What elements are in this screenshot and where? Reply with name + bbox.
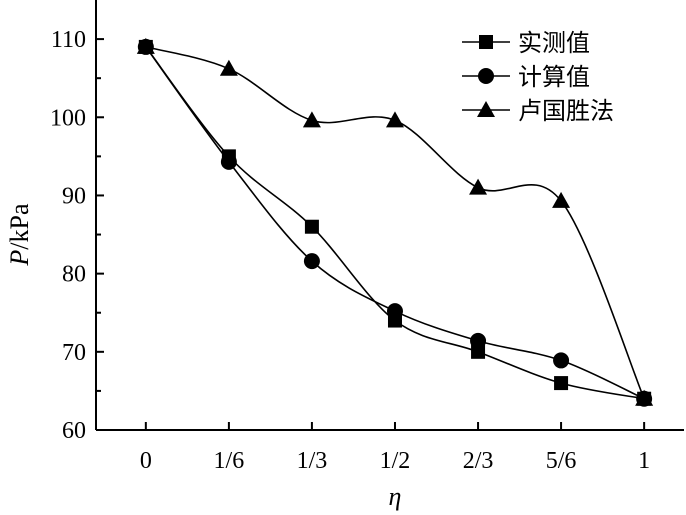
axes (95, 0, 684, 431)
triangle-marker (635, 389, 654, 406)
x-tick-label: 1/2 (380, 448, 411, 474)
y-tick-label: 90 (62, 183, 86, 209)
circle-marker (386, 303, 403, 320)
square-marker (471, 344, 486, 359)
ticks: 60 70 80 90 100 110 0 1/6 1/3 1/2 2/3 5/6 1 (50, 27, 650, 474)
x-tick-label: 2/3 (463, 448, 494, 474)
legend-entry: 卢国胜法 (462, 97, 614, 125)
legend-entry: 实测值 (462, 29, 590, 57)
square-marker (304, 219, 319, 234)
series-triangle (136, 37, 654, 406)
legend-label: 卢国胜法 (518, 97, 614, 125)
triangle-marker (385, 111, 404, 128)
square-marker (554, 376, 569, 391)
x-tick-label: 1 (638, 448, 650, 474)
y-axis-title-unit: /kPa (5, 203, 34, 250)
x-axis-title: η (389, 482, 402, 511)
circle-marker (553, 352, 570, 369)
x-tick-label: 5/6 (546, 448, 577, 474)
circle-marker (470, 332, 487, 349)
y-tick-label: 60 (62, 418, 86, 444)
circle-marker (303, 253, 320, 270)
legend-label: 实测值 (518, 29, 590, 57)
triangle-marker (219, 59, 238, 76)
legend-label: 计算值 (518, 63, 590, 91)
triangle-marker (302, 111, 321, 128)
legend-square-marker (479, 35, 493, 49)
legend-entry: 计算值 (462, 63, 590, 91)
y-tick-label: 80 (62, 262, 86, 288)
series-group (136, 37, 654, 407)
circle-marker (220, 153, 237, 170)
y-tick-label: 110 (51, 27, 86, 53)
x-tick-label: 1/3 (297, 448, 328, 474)
y-tick-label: 70 (62, 340, 86, 366)
y-axis-title-symbol: P (5, 250, 34, 267)
triangle-marker (136, 37, 155, 54)
legend-triangle-marker (477, 101, 495, 117)
x-tick-label: 0 (140, 448, 152, 474)
y-axis-title: P/kPa (5, 203, 34, 267)
triangle-marker (469, 178, 488, 195)
x-tick-label: 1/6 (214, 448, 245, 474)
y-tick-label: 100 (50, 105, 86, 131)
triangle-marker (552, 191, 571, 208)
legend-circle-marker (478, 68, 494, 84)
